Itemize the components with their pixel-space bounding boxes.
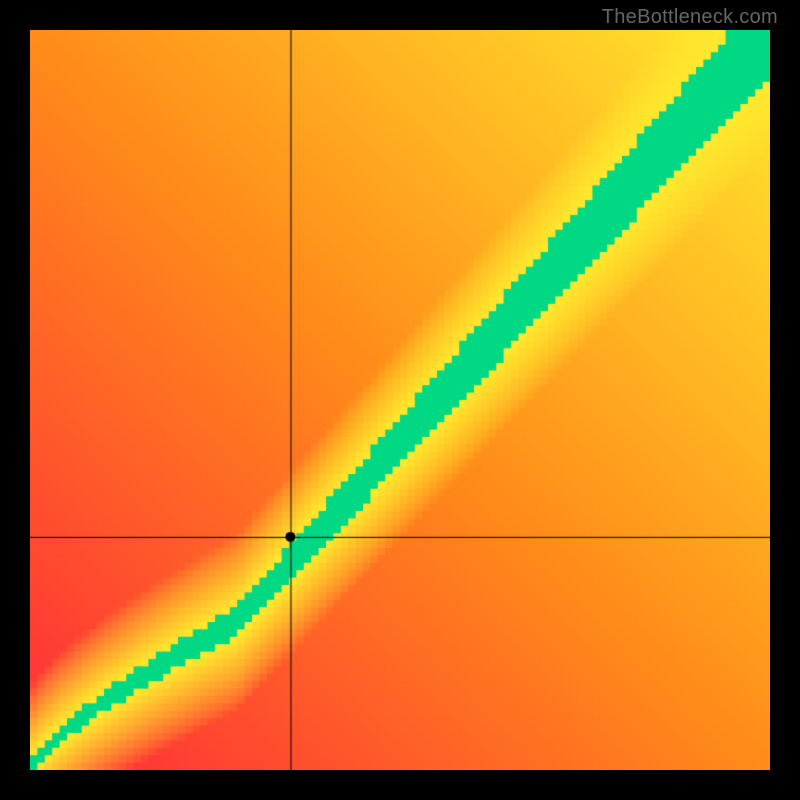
plot-area <box>30 30 770 770</box>
watermark-text: TheBottleneck.com <box>602 6 778 29</box>
chart-container: TheBottleneck.com <box>0 0 800 800</box>
heatmap-canvas <box>30 30 770 770</box>
